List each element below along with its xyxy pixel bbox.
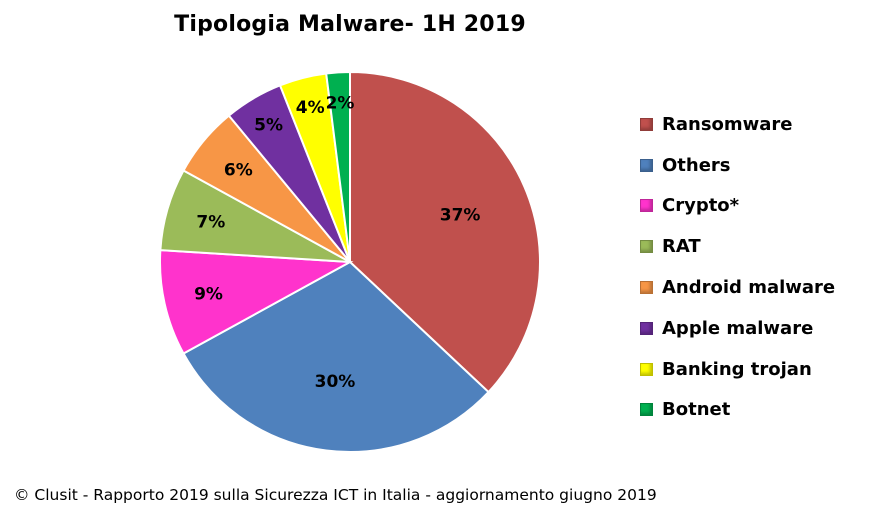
legend-label: Apple malware <box>662 317 814 339</box>
legend-item: Banking trojan <box>640 349 835 390</box>
data-label: 30% <box>315 372 356 392</box>
legend-item: Botnet <box>640 390 835 431</box>
legend-label: Banking trojan <box>662 358 812 380</box>
legend-swatch <box>640 117 653 131</box>
data-label: 6% <box>224 161 253 181</box>
legend-swatch <box>640 362 653 376</box>
pie-slice-others <box>182 260 490 453</box>
pie-slice-botnet <box>325 70 351 263</box>
legend-item: Apple malware <box>640 308 835 349</box>
legend: Ransomware Others Crypto* RAT Android malwar… <box>640 104 835 430</box>
data-label: 9% <box>194 285 223 305</box>
legend-swatch <box>640 240 653 254</box>
legend-swatch <box>640 321 653 335</box>
legend-swatch <box>640 403 653 417</box>
legend-label: RAT <box>662 236 701 258</box>
pie-slice-ransomware <box>349 70 541 394</box>
data-label: 7% <box>196 213 225 233</box>
legend-label: Android malware <box>662 277 836 299</box>
legend-item: Crypto* <box>640 186 835 227</box>
legend-label: Crypto* <box>662 195 740 217</box>
data-label: 2% <box>326 93 355 113</box>
data-label: 4% <box>296 98 325 118</box>
chart-title: Tipologia Malware- 1H 2019 <box>174 12 526 37</box>
data-label: 5% <box>254 115 283 135</box>
legend-swatch <box>640 281 653 295</box>
copyright-footer: © Clusit - Rapporto 2019 sulla Sicurezza… <box>14 486 657 504</box>
legend-item: RAT <box>640 226 835 267</box>
legend-label: Others <box>662 154 731 176</box>
legend-label: Ransomware <box>662 113 793 135</box>
legend-item: Android malware <box>640 267 835 308</box>
legend-label: Botnet <box>662 399 731 421</box>
legend-item: Ransomware <box>640 104 835 145</box>
data-label: 37% <box>440 205 481 225</box>
pie-slice-crypto <box>158 249 354 355</box>
legend-swatch <box>640 199 653 213</box>
legend-swatch <box>640 158 653 172</box>
legend-item: Others <box>640 145 835 186</box>
